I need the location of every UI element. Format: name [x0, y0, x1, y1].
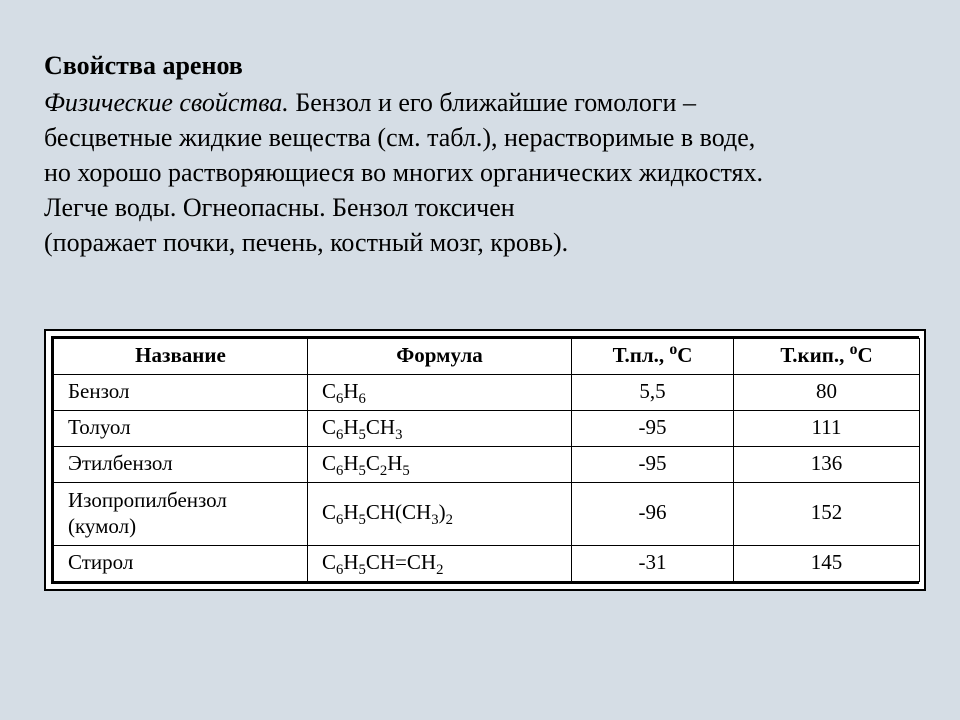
- th-boil-unit: С: [857, 343, 872, 367]
- cell-formula: C6H5CH3: [308, 410, 572, 446]
- th-name: Название: [54, 338, 308, 374]
- cell-formula: C6H5CH(CH3)2: [308, 482, 572, 546]
- cell-name: Этилбензол: [54, 446, 308, 482]
- cell-name: Бензол: [54, 374, 308, 410]
- cell-name: Толуол: [54, 410, 308, 446]
- cell-formula: C6H5C2H5: [308, 446, 572, 482]
- cell-melt: -95: [572, 446, 734, 482]
- arenes-table: Название Формула Т.пл., oС Т.кип., oС Бе…: [53, 338, 920, 583]
- cell-formula: C6H6: [308, 374, 572, 410]
- para-line5: (поражает почки, печень, костный мозг, к…: [44, 228, 568, 257]
- th-formula: Формула: [308, 338, 572, 374]
- para-line1-rest: Бензол и его ближайшие гомологи –: [289, 88, 696, 117]
- table-outer-frame: Название Формула Т.пл., oС Т.кип., oС Бе…: [44, 329, 926, 592]
- th-boil: Т.кип., oС: [734, 338, 920, 374]
- table-row: СтиролC6H5CH=CH2-31145: [54, 546, 920, 582]
- cell-boil: 136: [734, 446, 920, 482]
- para-line3: но хорошо растворяющиеся во многих орган…: [44, 158, 763, 187]
- table-row: Изопропилбензол(кумол)C6H5CH(CH3)2-96152: [54, 482, 920, 546]
- table-row: ЭтилбензолC6H5C2H5-95136: [54, 446, 920, 482]
- th-boil-prefix: Т.кип.,: [780, 343, 849, 367]
- th-melt: Т.пл., oС: [572, 338, 734, 374]
- cell-boil: 111: [734, 410, 920, 446]
- cell-melt: -96: [572, 482, 734, 546]
- slide: Свойства аренов Физические свойства. Бен…: [0, 0, 960, 720]
- table-row: ТолуолC6H5CH3-95111: [54, 410, 920, 446]
- para-line2: бесцветные жидкие вещества (см. табл.), …: [44, 123, 755, 152]
- cell-boil: 145: [734, 546, 920, 582]
- cell-melt: -95: [572, 410, 734, 446]
- cell-formula: C6H5CH=CH2: [308, 546, 572, 582]
- paragraph: Физические свойства. Бензол и его ближай…: [44, 85, 916, 260]
- cell-boil: 152: [734, 482, 920, 546]
- th-melt-unit: С: [677, 343, 692, 367]
- cell-boil: 80: [734, 374, 920, 410]
- cell-name: Изопропилбензол(кумол): [54, 482, 308, 546]
- cell-melt: -31: [572, 546, 734, 582]
- para-lead-italic: Физические свойства.: [44, 88, 289, 117]
- section-heading: Свойства аренов: [44, 48, 916, 83]
- cell-melt: 5,5: [572, 374, 734, 410]
- para-line4: Легче воды. Огнеопасны. Бензол токсичен: [44, 193, 515, 222]
- table-header-row: Название Формула Т.пл., oС Т.кип., oС: [54, 338, 920, 374]
- table-row: БензолC6H65,580: [54, 374, 920, 410]
- table-inner-frame: Название Формула Т.пл., oС Т.кип., oС Бе…: [51, 336, 919, 585]
- cell-name: Стирол: [54, 546, 308, 582]
- th-melt-prefix: Т.пл.,: [613, 343, 670, 367]
- table-body: БензолC6H65,580ТолуолC6H5CH3-95111Этилбе…: [54, 374, 920, 582]
